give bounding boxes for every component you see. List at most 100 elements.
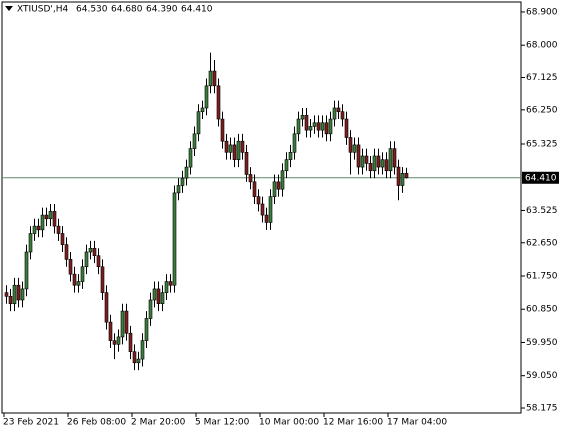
candle-body <box>172 192 177 286</box>
x-tick-label: 26 Feb 08:00 <box>67 418 126 428</box>
candle-body <box>168 281 173 286</box>
candle-body <box>128 332 133 353</box>
header-open: 64.530 <box>76 5 108 15</box>
header-low: 64.390 <box>146 5 178 15</box>
candle-body <box>344 118 349 138</box>
candle-body <box>328 118 333 135</box>
candle-body <box>280 170 285 190</box>
candle-body <box>348 137 353 153</box>
y-tick-label: 67.125 <box>526 73 558 83</box>
price-label: 64.410 <box>525 173 557 183</box>
candle-body <box>180 177 185 186</box>
x-tick-label: 23 Feb 2021 <box>3 418 59 428</box>
candle-body <box>28 233 33 253</box>
candle-body <box>152 288 157 301</box>
candle-body <box>316 122 321 131</box>
candle-body <box>360 155 365 168</box>
candle-body <box>20 288 25 301</box>
candle-body <box>148 299 153 319</box>
candle-body <box>224 140 229 153</box>
candle-body <box>140 340 145 360</box>
candle-body <box>400 173 405 186</box>
candle-body <box>176 185 181 194</box>
candle-body <box>268 196 273 223</box>
candle-body <box>256 196 261 205</box>
candle-body <box>292 133 297 153</box>
price-label-box <box>522 171 559 184</box>
candle-body <box>368 163 373 172</box>
candle-body <box>352 144 357 153</box>
candle-body <box>264 214 269 223</box>
candle-body <box>240 140 245 153</box>
y-tick-label: 58.175 <box>526 404 558 414</box>
y-tick-label: 68.000 <box>526 41 558 51</box>
candle-body <box>56 225 61 234</box>
candle-body <box>164 281 169 293</box>
candle-body <box>48 211 53 220</box>
header-close: 64.410 <box>181 5 213 15</box>
candle-body <box>32 225 37 234</box>
candle-body <box>308 126 313 131</box>
candle-body <box>388 148 393 172</box>
candle-body <box>16 284 21 301</box>
candle-body <box>144 318 149 341</box>
candle-body <box>248 174 253 183</box>
candle-body <box>220 118 225 142</box>
y-tick-label: 66.250 <box>526 105 558 115</box>
candle-body <box>76 281 81 286</box>
candle-body <box>100 266 105 293</box>
candle-body <box>156 288 161 304</box>
candle-body <box>124 310 129 334</box>
candle-body <box>112 340 117 345</box>
candle-body <box>160 292 165 304</box>
candle-body <box>104 292 109 323</box>
candle-body <box>60 233 65 245</box>
candle-body <box>188 148 193 168</box>
candle-body <box>132 351 137 364</box>
candle-body <box>332 107 337 120</box>
candle-body <box>340 111 345 120</box>
candle-body <box>336 107 341 112</box>
x-tick-label: 10 Mar 00:00 <box>259 418 319 428</box>
candle-body <box>216 85 221 120</box>
candle-body <box>404 173 409 179</box>
candle-body <box>184 166 189 179</box>
candle-body <box>372 155 377 172</box>
candle-body <box>288 151 293 160</box>
candle-body <box>396 166 401 186</box>
y-tick-label: 62.650 <box>526 238 558 248</box>
candle-body <box>52 211 57 227</box>
candle-body <box>108 321 113 341</box>
candle-body <box>320 122 325 131</box>
x-tick-label: 5 Mar 12:00 <box>195 418 250 428</box>
y-tick-label: 61.750 <box>526 272 558 282</box>
candle-body <box>260 203 265 216</box>
candle-body <box>80 266 85 282</box>
candle-body <box>384 159 389 172</box>
y-tick-label: 60.850 <box>526 305 558 315</box>
candle-body <box>392 148 397 168</box>
candle-body <box>236 140 241 160</box>
candle-body <box>376 155 381 168</box>
candle-body <box>192 133 197 149</box>
candle-body <box>208 70 213 87</box>
candle-body <box>36 225 41 231</box>
candle-body <box>116 336 121 345</box>
y-tick-label: 59.050 <box>526 371 558 381</box>
candle-body <box>64 244 69 260</box>
candle-body <box>96 255 101 268</box>
x-tick-label: 17 Mar 04:00 <box>387 418 447 428</box>
candle-body <box>228 144 233 153</box>
candle-body <box>272 181 277 197</box>
candle-body <box>252 181 257 197</box>
candle-body <box>44 214 49 220</box>
candle-body <box>276 181 281 190</box>
candle-body <box>72 273 77 286</box>
y-tick-label: 63.525 <box>526 206 558 216</box>
candle-body <box>204 85 209 109</box>
candle-body <box>120 310 125 338</box>
candle-body <box>88 248 93 253</box>
candle-body <box>284 159 289 172</box>
candle-body <box>356 144 361 168</box>
